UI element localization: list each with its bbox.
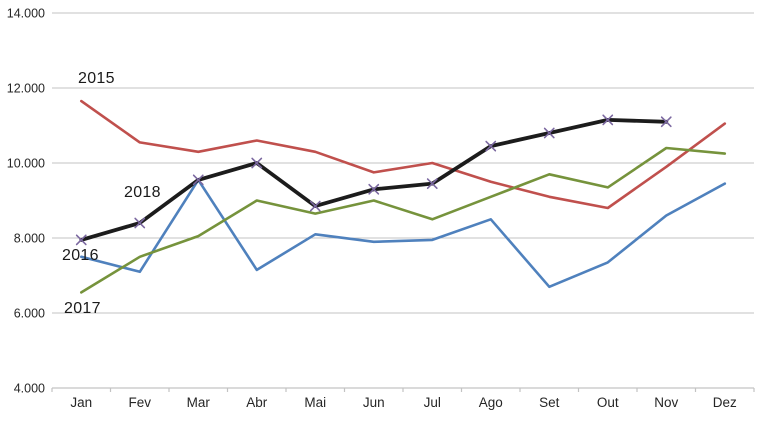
series-line-2015	[80, 99, 727, 210]
x-axis-label-jul: Jul	[424, 395, 441, 410]
series-marker-x-2018	[192, 174, 204, 186]
x-axis-label-set: Set	[539, 395, 560, 410]
y-axis-tick-label: 12.000	[7, 82, 45, 96]
y-axis-tick-label: 8.000	[14, 232, 45, 246]
series-label-2018: 2018	[124, 184, 161, 201]
series-marker-x-2018	[134, 217, 146, 229]
x-axis-label-ago: Ago	[479, 395, 503, 410]
y-axis-tick-label: 10.000	[7, 157, 45, 171]
series-marker-x-2018	[543, 127, 555, 139]
series-label-2017: 2017	[64, 300, 101, 317]
x-axis-label-jun: Jun	[363, 395, 385, 410]
x-axis-label-mar: Mar	[187, 395, 211, 410]
x-axis-label-dez: Dez	[713, 395, 737, 410]
x-axis-label-mai: Mai	[304, 395, 326, 410]
y-axis-tick-label: 14.000	[7, 7, 45, 21]
series-marker-x-2018	[368, 183, 380, 195]
series-line-2017	[80, 146, 727, 294]
series-marker-x-2018	[485, 140, 497, 152]
series-marker-x-2018	[426, 178, 438, 190]
series-line-2016	[80, 178, 727, 289]
series-marker-x-2018	[602, 114, 614, 126]
series-marker-x-2018	[660, 116, 672, 128]
series-marker-x-2018	[309, 200, 321, 212]
x-axis-label-out: Out	[597, 395, 619, 410]
x-axis-label-fev: Fev	[128, 395, 151, 410]
series-marker-x-2018	[75, 234, 87, 246]
y-axis-tick-label: 4.000	[14, 382, 45, 396]
y-axis-tick-label: 6.000	[14, 307, 45, 321]
x-axis-label-jan: Jan	[70, 395, 92, 410]
x-axis-label-abr: Abr	[246, 395, 268, 410]
x-axis-label-nov: Nov	[654, 395, 678, 410]
series-label-2016: 2016	[62, 247, 99, 264]
series-label-2015: 2015	[78, 70, 115, 87]
series-marker-x-2018	[251, 157, 263, 169]
